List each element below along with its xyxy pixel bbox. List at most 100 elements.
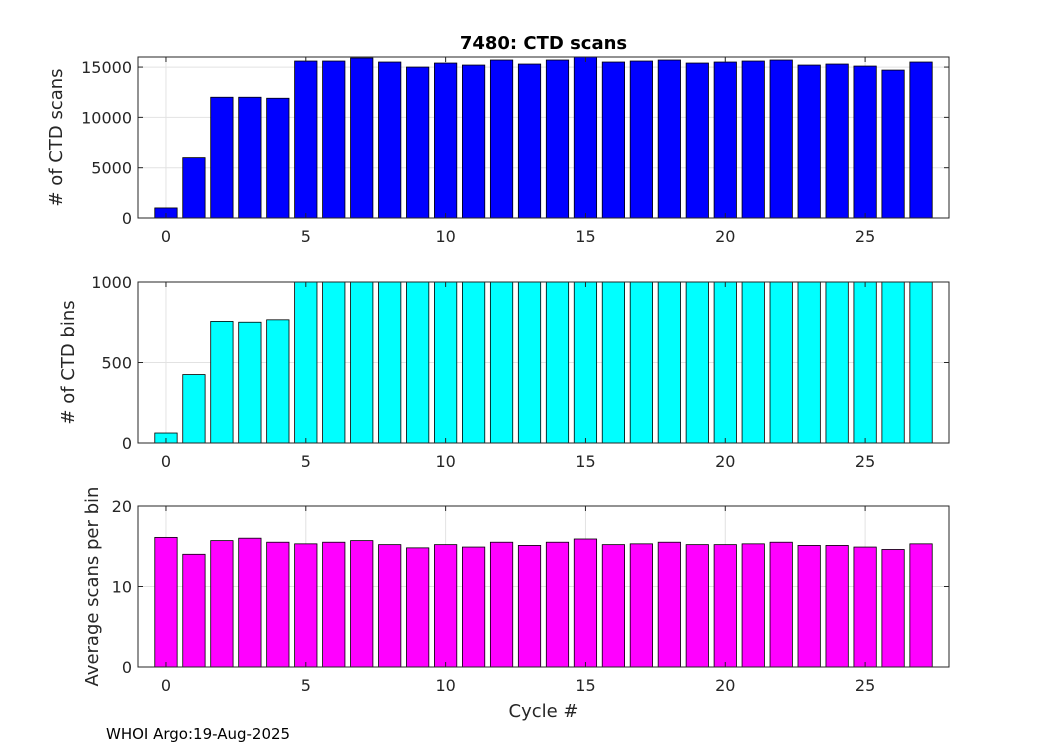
bar-cycle-21 [741,60,765,219]
bar-cycle-3 [238,321,262,444]
x-tick-label: 15 [575,452,595,471]
bar-cycle-5 [294,60,318,219]
bar-cycle-23 [797,64,821,219]
bar-cycle-22 [769,281,793,444]
y-tick-label: 10000 [81,108,132,127]
x-tick-label: 0 [161,227,171,246]
bar-cycle-7 [350,281,374,444]
bar-cycle-11 [461,64,486,219]
x-tick-label: 0 [161,676,171,695]
bar-cycle-9 [406,66,430,219]
bar-cycle-3 [238,96,262,219]
bar-cycle-6 [322,541,346,668]
bar-cycle-10 [434,62,458,219]
bar-cycle-15 [573,56,598,219]
axes-box [137,56,950,219]
bar-cycle-20 [713,544,737,668]
bar-cycle-25 [853,65,877,219]
y-axis-label: # of CTD bins [58,300,79,424]
bar-cycle-24 [825,63,849,219]
bar-cycle-22 [769,59,793,219]
x-tick-label: 20 [715,452,735,471]
y-tick-label: 10 [112,578,132,597]
bar-cycle-11 [461,281,486,444]
y-tick-label: 15000 [81,58,132,77]
bar-cycle-16 [601,281,625,444]
x-tick-label: 5 [301,452,311,471]
y-tick-label: 5000 [91,159,132,178]
bar-cycle-17 [629,60,653,219]
bar-cycle-9 [406,547,430,668]
bar-cycle-10 [434,281,458,444]
x-tick-label: 20 [715,676,735,695]
x-tick-label: 25 [855,227,875,246]
bar-cycle-12 [489,281,514,444]
x-tick-label: 0 [161,452,171,471]
bar-cycle-19 [685,544,709,668]
bar-cycle-15 [573,538,598,668]
bar-cycle-21 [741,281,765,444]
x-tick-label: 15 [575,227,595,246]
bar-cycle-25 [853,281,877,444]
bar-cycle-16 [601,61,625,219]
bar-cycle-22 [769,541,793,668]
bar-cycle-12 [489,59,514,219]
bar-cycle-26 [881,69,905,219]
bar-cycle-4 [266,97,290,219]
bar-cycle-7 [350,57,374,219]
bar-cycle-4 [266,541,290,668]
x-tick-label: 10 [435,227,455,246]
bar-cycle-15 [573,281,598,444]
bar-cycle-26 [881,549,905,668]
bar-cycle-27 [909,61,933,219]
bar-cycle-18 [657,59,681,219]
bar-cycle-18 [657,281,681,444]
y-tick-label: 0 [122,658,132,677]
bar-cycle-24 [825,281,849,444]
bar-cycle-0 [154,536,178,668]
bar-cycle-16 [601,544,625,668]
x-axis-label: Cycle # [509,701,579,722]
chart-title: 7480: CTD scans [460,33,627,54]
bar-cycle-7 [350,540,374,668]
bar-cycle-5 [294,543,318,668]
bar-cycle-13 [517,63,542,219]
bar-cycle-24 [825,545,849,668]
bar-cycle-14 [545,541,570,668]
bar-cycle-14 [545,281,570,444]
chart-panel-1: 0 5 10 15 20 25 0 5000 10000 15000 # of CTD scans 7… [46,33,950,246]
x-tick-label: 25 [855,676,875,695]
bar-cycle-14 [545,59,570,219]
x-tick-label: 10 [435,452,455,471]
bar-cycle-17 [629,281,653,444]
bar-cycle-5 [294,281,318,444]
y-tick-label: 500 [101,354,132,373]
bar-cycle-11 [461,546,486,668]
bar-cycle-20 [713,61,737,219]
y-tick-label: 20 [112,497,132,516]
y-tick-label: 1000 [91,273,132,292]
bar-cycle-13 [517,545,542,668]
x-tick-label: 5 [301,676,311,695]
bar-cycle-8 [378,61,402,219]
bar-cycle-20 [713,281,737,444]
bar-cycle-6 [322,60,346,219]
x-tick-label: 20 [715,227,735,246]
bar-cycle-21 [741,543,765,668]
y-tick-label: 0 [122,209,132,228]
bar-cycle-25 [853,546,877,668]
x-tick-label: 15 [575,676,595,695]
bar-cycle-1 [182,374,206,444]
bar-cycle-19 [685,281,709,444]
bar-cycle-1 [182,157,206,219]
y-axis-label: # of CTD scans [46,68,67,206]
bar-cycle-2 [210,540,234,668]
bar-cycle-1 [182,553,206,668]
bar-cycle-12 [489,541,514,668]
x-tick-label: 25 [855,452,875,471]
x-tick-label: 5 [301,227,311,246]
bar-cycle-6 [322,281,346,444]
bar-cycle-9 [406,281,430,444]
bar-cycle-17 [629,543,653,668]
